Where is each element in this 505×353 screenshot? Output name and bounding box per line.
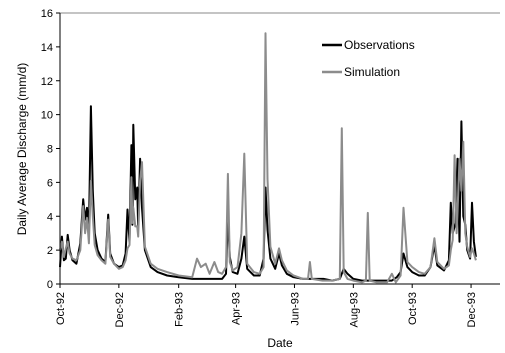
x-tick-label: Apr-93 xyxy=(231,292,243,325)
y-tick-label: 12 xyxy=(41,76,53,88)
y-tick-label: 6 xyxy=(47,177,53,189)
x-tick-label: Feb-93 xyxy=(174,292,186,327)
x-tick-label: Dec-92 xyxy=(114,292,126,327)
y-axis-ticks: 0 2 4 6 8 10 12 14 16 xyxy=(41,8,60,291)
x-tick-label: Dec-93 xyxy=(466,292,478,327)
y-tick-label: 16 xyxy=(41,8,53,20)
legend-label-observations: Observations xyxy=(344,38,415,52)
x-axis-ticks: Oct-92 Dec-92 Feb-93 Apr-93 Jun-93 Aug-93 Oct-… xyxy=(55,284,478,327)
y-tick-label: 8 xyxy=(47,144,53,156)
y-tick-label: 14 xyxy=(41,42,53,54)
x-tick-label: Jun-93 xyxy=(289,292,301,326)
series-line-simulation xyxy=(59,32,477,284)
series-lines xyxy=(59,32,477,284)
x-tick-label: Oct-92 xyxy=(55,292,67,325)
y-axis-title: Daily Average Discharge (mm/d) xyxy=(15,63,29,236)
legend-label-simulation: Simulation xyxy=(344,65,400,79)
axes xyxy=(59,12,500,285)
x-axis-title: Date xyxy=(267,336,293,350)
x-tick-label: Aug-93 xyxy=(348,292,360,327)
y-tick-label: 4 xyxy=(47,211,53,223)
legend: Observations Simulation xyxy=(322,38,415,79)
y-tick-label: 10 xyxy=(41,110,53,122)
y-tick-label: 2 xyxy=(47,245,53,257)
y-tick-label: 0 xyxy=(47,279,53,291)
x-tick-label: Oct-93 xyxy=(407,292,419,325)
